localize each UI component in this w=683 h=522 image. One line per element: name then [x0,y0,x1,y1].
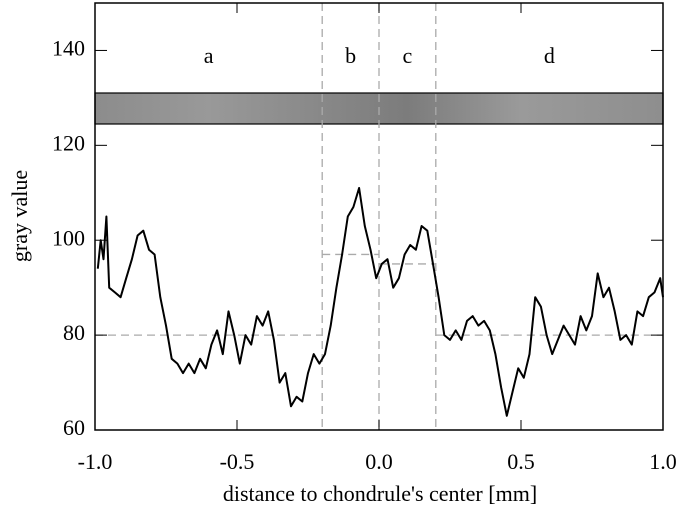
y-tick-label: 80 [63,320,85,345]
x-tick-label: 0.0 [365,449,393,474]
region-label: d [544,43,555,68]
plot-frame [94,2,664,431]
region-label: a [204,43,214,68]
y-tick-label: 60 [63,415,85,440]
x-tick-label: -0.5 [220,449,255,474]
y-tick-label: 120 [52,130,85,155]
x-tick-label: 0.5 [507,449,535,474]
region-label: b [345,43,356,68]
region-label: c [403,43,413,68]
x-axis-label: distance to chondrule's center [mm] [223,481,537,506]
x-tick-label: 1.0 [649,449,677,474]
y-axis-label: gray value [7,170,32,262]
x-tick-label: -1.0 [78,449,113,474]
data-line [96,187,664,417]
y-tick-label: 100 [52,225,85,250]
y-tick-label: 140 [52,35,85,60]
